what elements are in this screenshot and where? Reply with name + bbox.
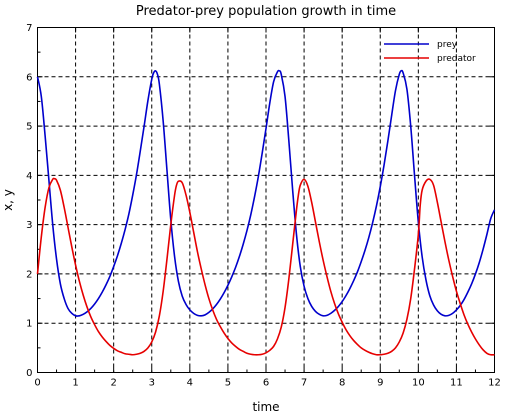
x-tick-label-12: 12 bbox=[488, 378, 501, 389]
y-tick-label-4: 4 bbox=[26, 171, 32, 182]
x-tick-label-5: 5 bbox=[225, 378, 231, 389]
x-axis-label: time bbox=[252, 400, 279, 414]
x-tick-label-6: 6 bbox=[263, 378, 269, 389]
y-tick-label-2: 2 bbox=[26, 269, 32, 280]
x-tick-label-10: 10 bbox=[412, 378, 425, 389]
x-tick-label-1: 1 bbox=[72, 378, 78, 389]
series-line-prey bbox=[36, 69, 496, 317]
y-tick-label-5: 5 bbox=[26, 122, 32, 133]
series-line-predator bbox=[36, 177, 495, 356]
y-tick-label-6: 6 bbox=[26, 72, 32, 83]
x-tick-label-4: 4 bbox=[187, 378, 193, 389]
x-tick-label-2: 2 bbox=[110, 378, 116, 389]
y-tick-label-0: 0 bbox=[26, 368, 32, 379]
y-tick-label-7: 7 bbox=[26, 23, 32, 34]
x-tick-label-8: 8 bbox=[339, 378, 345, 389]
x-tick-label-9: 9 bbox=[377, 378, 383, 389]
x-tick-label-7: 7 bbox=[301, 378, 307, 389]
x-tick-label-0: 0 bbox=[34, 378, 40, 389]
y-axis-label: x, y bbox=[1, 189, 15, 211]
legend: prey predator bbox=[384, 40, 476, 64]
x-tick-label-3: 3 bbox=[149, 378, 155, 389]
x-tick-label-11: 11 bbox=[450, 378, 463, 389]
y-tick-label-3: 3 bbox=[26, 220, 32, 231]
y-tick-label-1: 1 bbox=[26, 319, 32, 330]
legend-label-predator: predator bbox=[437, 54, 476, 64]
legend-label-prey: prey bbox=[437, 40, 458, 50]
chart-title: Predator-prey population growth in time bbox=[136, 4, 396, 19]
series-group bbox=[36, 69, 496, 356]
